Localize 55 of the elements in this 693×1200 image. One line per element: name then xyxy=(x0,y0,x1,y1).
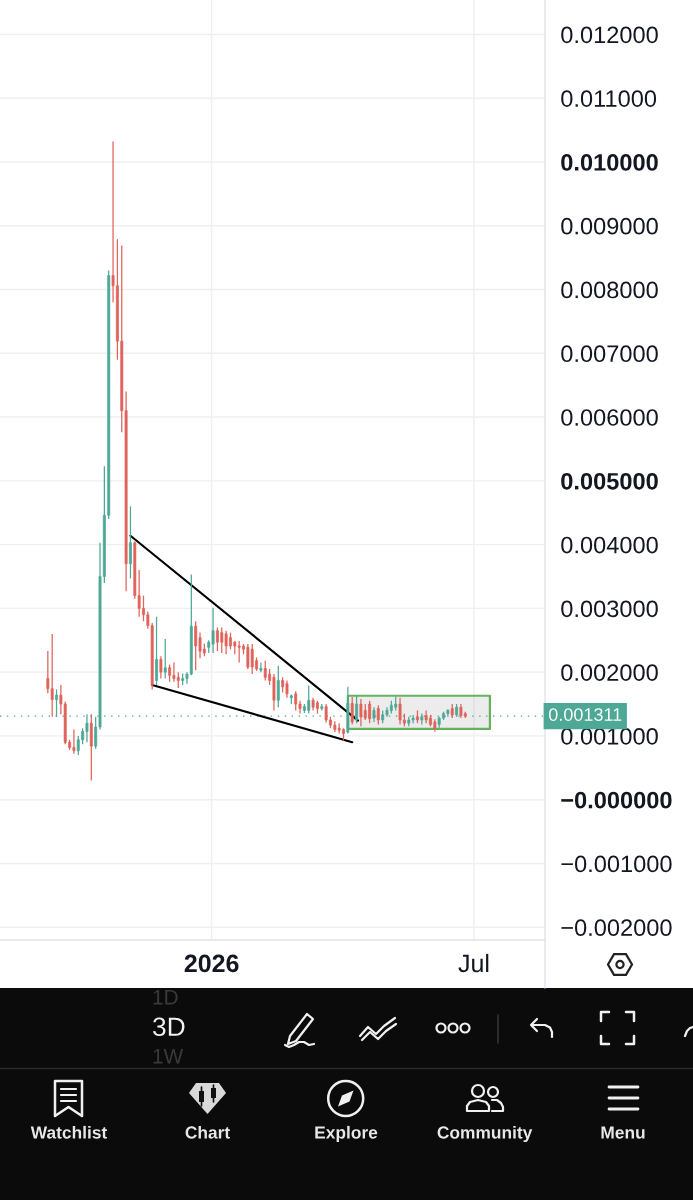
candlestick xyxy=(416,709,419,724)
candlestick xyxy=(159,655,163,680)
y-tick-label: 0.008000 xyxy=(561,281,658,299)
candlestick xyxy=(294,690,298,712)
y-tick-label: 0.001000 xyxy=(561,728,658,745)
text: 3D xyxy=(153,1017,185,1037)
x-tick-label: Jul xyxy=(458,953,489,973)
y-tick-label: −0.001000 xyxy=(561,855,672,873)
y-tick-label: −0.002000 xyxy=(561,919,672,937)
text: Community xyxy=(437,1125,533,1143)
candlestick xyxy=(172,661,176,683)
candlestick xyxy=(163,638,167,680)
text: Explore xyxy=(315,1125,378,1143)
y-tick-label: 0.005000 xyxy=(561,472,658,490)
text: Chart xyxy=(185,1125,230,1139)
candlestick xyxy=(259,661,263,673)
candlestick xyxy=(224,630,228,655)
candlestick xyxy=(324,703,328,724)
candlestick xyxy=(246,643,250,670)
ref-line-label: 0.001311 xyxy=(548,708,622,721)
candlestick xyxy=(194,620,198,671)
candlestick xyxy=(72,728,76,755)
candlestick xyxy=(237,640,241,664)
candlestick xyxy=(307,684,311,715)
y-tick-label: 0.011000 xyxy=(561,90,657,107)
y-tick-label: 0.009000 xyxy=(561,217,658,235)
candlestick xyxy=(376,704,380,726)
y-tick-label: 0.007000 xyxy=(561,345,658,363)
text: Menu xyxy=(601,1126,645,1139)
candlestick xyxy=(129,505,132,580)
y-tick-label: 0.010000 xyxy=(561,154,658,171)
candlestick xyxy=(250,643,254,675)
candlestick xyxy=(155,616,158,686)
candlestick xyxy=(168,663,172,683)
y-tick-label: 0.002000 xyxy=(561,664,658,681)
candlestick xyxy=(276,665,280,708)
y-tick-label: 0.004000 xyxy=(561,536,658,554)
candlestick xyxy=(55,688,58,718)
candlestick xyxy=(263,660,267,682)
candlestick xyxy=(272,673,276,712)
y-tick-label: 0.003000 xyxy=(561,600,658,618)
candlestick xyxy=(350,696,354,726)
candlestick xyxy=(76,735,80,756)
y-tick-label: −0.000000 xyxy=(561,791,672,809)
text: Watchlist xyxy=(30,1125,108,1139)
x-tick-label: 2026 xyxy=(184,954,239,973)
candlestick xyxy=(89,713,93,782)
y-tick-label: 0.006000 xyxy=(561,409,658,426)
candlestick xyxy=(359,698,363,727)
candlestick xyxy=(220,626,224,654)
candlestick xyxy=(398,697,402,726)
y-tick-label: 0.012000 xyxy=(561,26,658,44)
candlestick xyxy=(368,700,372,724)
candlestick xyxy=(211,607,215,654)
candlestick xyxy=(50,633,54,718)
